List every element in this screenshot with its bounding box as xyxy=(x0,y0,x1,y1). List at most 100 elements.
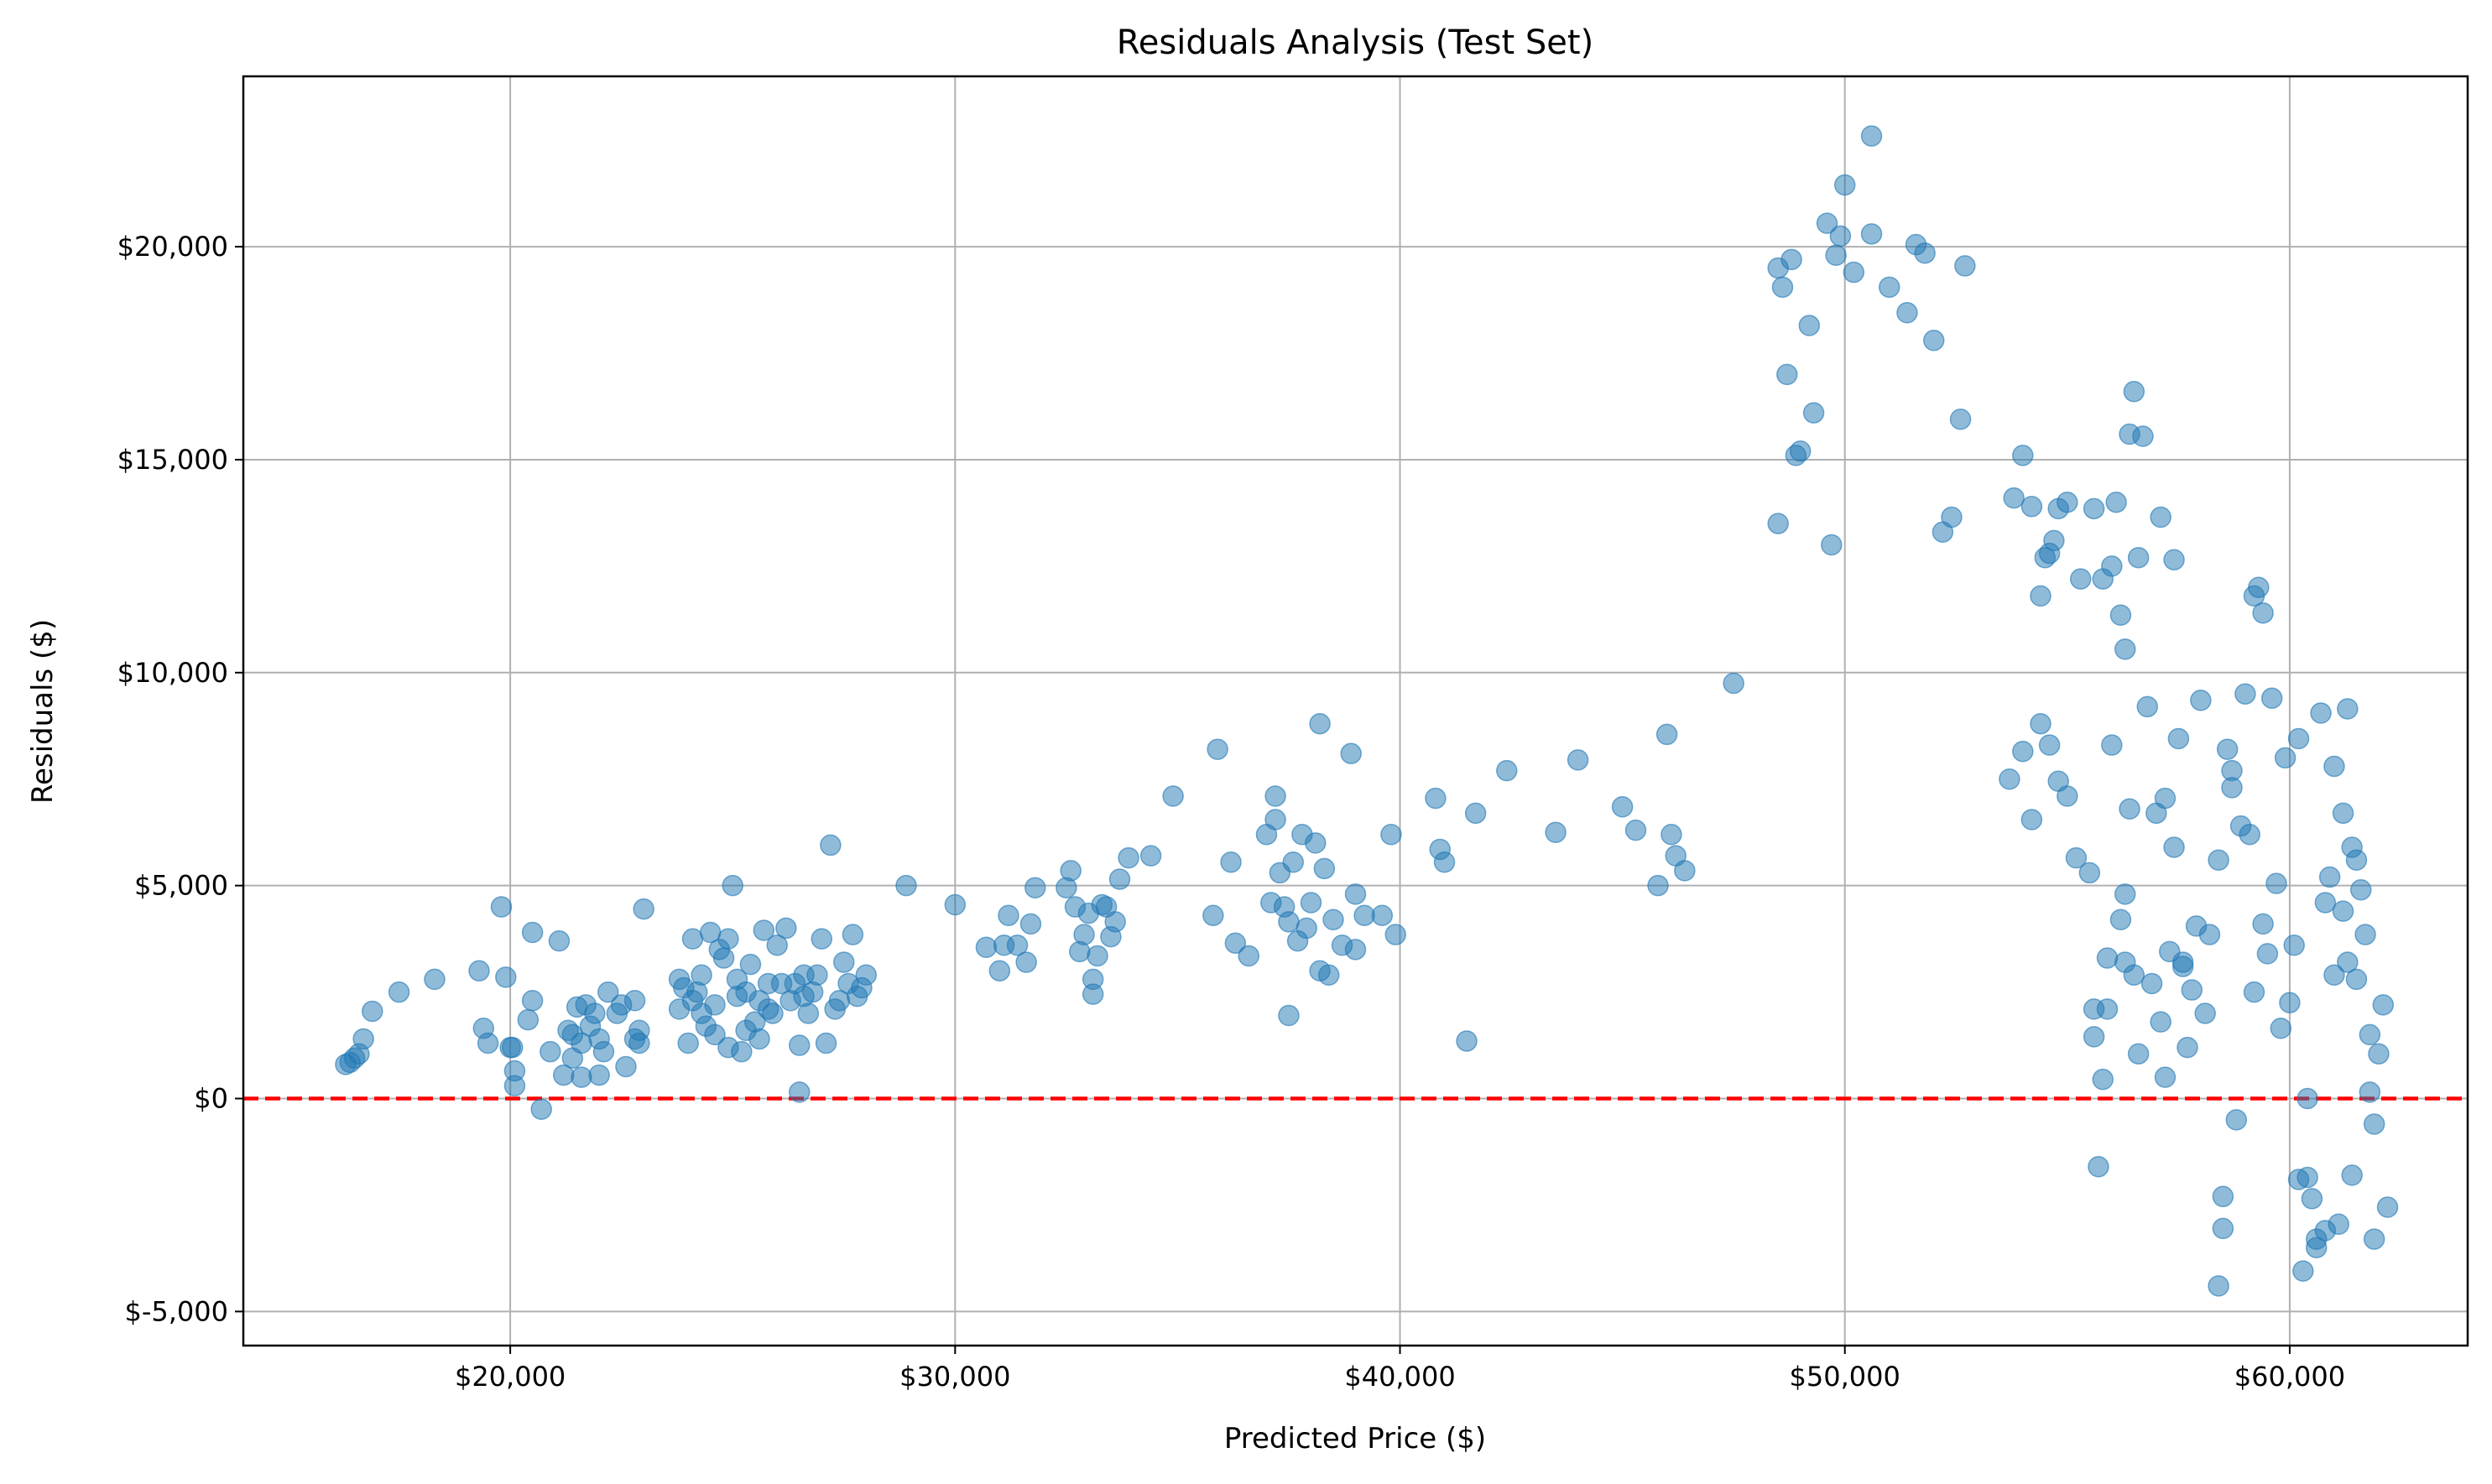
data-point xyxy=(2181,979,2203,1001)
data-point xyxy=(2256,943,2279,965)
data-point xyxy=(2020,809,2043,831)
data-point xyxy=(2163,836,2185,858)
data-point xyxy=(2208,1275,2229,1297)
data-point xyxy=(1496,759,1518,782)
data-point xyxy=(793,985,815,1008)
data-point xyxy=(1220,851,1242,873)
data-point xyxy=(540,1040,561,1063)
data-point xyxy=(1723,672,1744,695)
data-point xyxy=(2065,846,2088,869)
data-point xyxy=(1162,785,1184,807)
data-point xyxy=(1425,787,1447,810)
data-point xyxy=(2123,380,2145,403)
data-point xyxy=(1278,911,1300,933)
data-point xyxy=(828,989,851,1012)
data-point xyxy=(1860,223,1883,245)
data-point xyxy=(571,1066,592,1088)
data-point xyxy=(2150,506,2171,529)
data-point xyxy=(2341,836,2363,858)
data-point xyxy=(1344,939,1367,961)
y-tick-label: $-5,000 xyxy=(124,1295,228,1327)
data-point xyxy=(815,1032,837,1054)
data-point xyxy=(2003,487,2025,509)
data-point xyxy=(1024,877,1046,898)
data-point xyxy=(1296,917,1317,940)
data-point xyxy=(1860,125,1883,147)
data-point xyxy=(2345,968,2368,991)
data-point xyxy=(1060,860,1082,882)
data-point xyxy=(1456,1030,1478,1052)
data-point xyxy=(2020,496,2043,518)
data-point xyxy=(1264,809,1286,831)
data-point xyxy=(1309,712,1331,735)
data-point xyxy=(1624,819,1647,841)
data-point xyxy=(1545,821,1567,843)
data-point xyxy=(2234,683,2256,705)
data-point xyxy=(1776,363,1798,386)
y-axis-label: Residuals ($) xyxy=(26,619,60,804)
data-point xyxy=(739,953,762,976)
data-point xyxy=(1771,276,1794,299)
data-point xyxy=(811,928,833,950)
data-point xyxy=(2012,740,2034,763)
data-point xyxy=(770,972,793,995)
data-point xyxy=(623,989,646,1012)
data-point xyxy=(2248,576,2270,599)
data-point xyxy=(833,951,855,973)
data-point xyxy=(722,874,743,897)
data-point xyxy=(677,1032,699,1054)
data-point xyxy=(2043,529,2065,552)
data-point xyxy=(2363,1113,2385,1135)
data-point xyxy=(842,924,864,945)
data-point xyxy=(2140,972,2163,995)
data-point xyxy=(789,1034,811,1056)
x-tick-label: $20,000 xyxy=(455,1361,566,1393)
data-point xyxy=(1821,534,1843,556)
data-point xyxy=(2150,1011,2171,1033)
data-point xyxy=(2127,546,2150,569)
data-point xyxy=(615,1055,637,1078)
data-point xyxy=(704,1023,726,1046)
data-point xyxy=(1340,742,1362,765)
data-point xyxy=(2123,964,2145,987)
data-point xyxy=(2167,727,2190,750)
data-point xyxy=(2314,892,2337,914)
data-point xyxy=(1224,932,1247,954)
data-point xyxy=(717,928,739,950)
data-point xyxy=(2287,727,2310,750)
data-point xyxy=(1674,860,1696,882)
data-point xyxy=(2252,913,2274,935)
data-point xyxy=(2190,690,2212,711)
data-point xyxy=(944,893,967,916)
data-point xyxy=(895,874,917,897)
data-point xyxy=(820,834,842,857)
data-point xyxy=(691,1002,712,1024)
data-point xyxy=(2208,849,2229,871)
data-point xyxy=(592,1040,615,1063)
data-point xyxy=(628,1019,650,1042)
data-point xyxy=(1655,723,1678,746)
data-point xyxy=(1300,892,1322,914)
chart-title: Residuals Analysis (Test Set) xyxy=(1117,23,1593,62)
data-point xyxy=(1843,261,1865,284)
data-point xyxy=(1202,904,1224,926)
data-point xyxy=(1647,874,1669,897)
data-point xyxy=(998,904,1019,926)
data-point xyxy=(988,960,1011,982)
data-point xyxy=(388,981,410,1003)
data-point xyxy=(1567,749,1589,771)
data-point xyxy=(691,964,712,987)
data-point xyxy=(2354,924,2376,945)
data-point xyxy=(2096,998,2119,1020)
data-point xyxy=(2154,787,2177,810)
data-point xyxy=(1019,913,1042,935)
data-point xyxy=(633,898,654,920)
data-point xyxy=(2119,798,2140,820)
data-point xyxy=(2359,1081,2381,1103)
y-tick-label: $5,000 xyxy=(134,870,228,902)
data-point xyxy=(2114,638,2136,660)
data-point xyxy=(1896,302,1918,324)
data-point xyxy=(1344,883,1367,905)
data-point xyxy=(2088,1156,2109,1178)
data-point xyxy=(1433,851,1456,873)
